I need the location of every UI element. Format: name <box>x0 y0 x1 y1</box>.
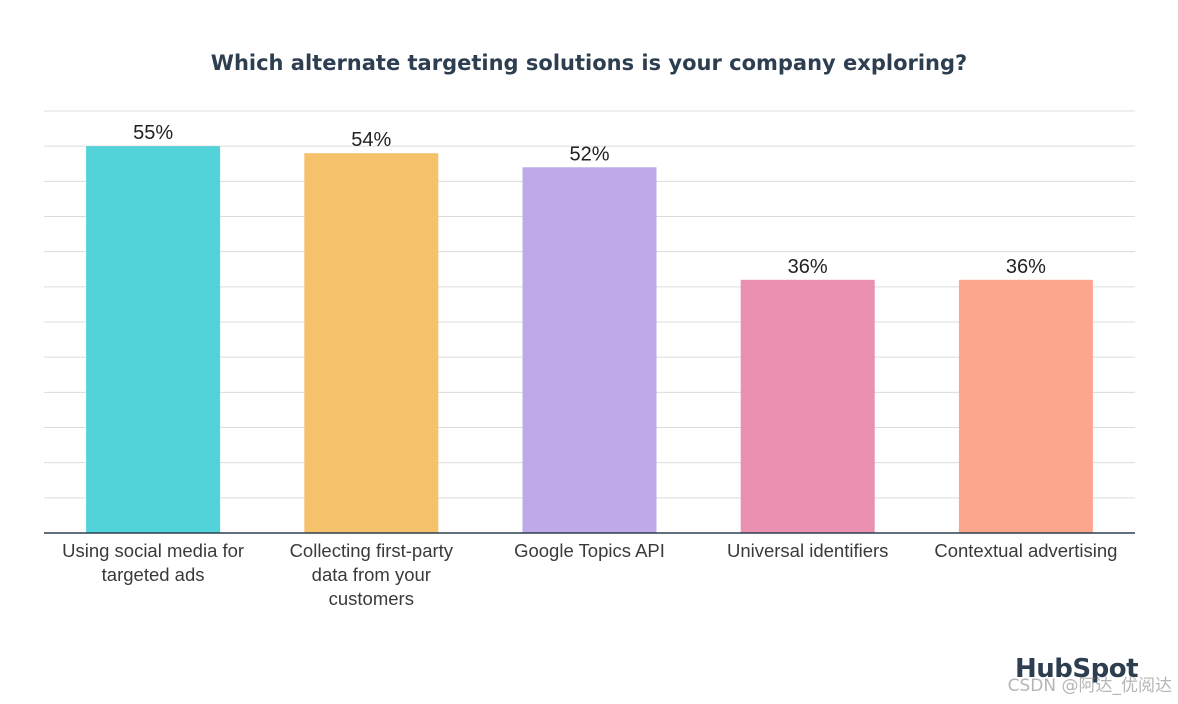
data-label-4: 36% <box>788 256 828 278</box>
category-labels: Using social media for targeted ads Collec… <box>62 540 1117 609</box>
bar-2 <box>304 153 439 533</box>
bars <box>86 146 1093 533</box>
bar-5 <box>958 279 1093 533</box>
category-label-2: Collecting first-party <box>290 540 454 561</box>
bar-3 <box>522 167 657 533</box>
category-label-1: Using social media for <box>62 540 244 561</box>
watermark: CSDN @阿达_优阅达 <box>1007 676 1172 696</box>
category-label-2: data from your <box>312 564 431 585</box>
data-label-5: 36% <box>1006 256 1046 278</box>
hubspot-logo-text: HubSpot <box>1014 654 1139 684</box>
category-label-3: Google Topics API <box>514 540 665 561</box>
data-label-1: 55% <box>133 122 173 144</box>
bar-1 <box>86 146 221 533</box>
chart-title: Which alternate targeting solutions is y… <box>211 51 967 75</box>
category-label-4: Universal identifiers <box>727 540 888 561</box>
category-label-5: Contextual advertising <box>934 540 1117 561</box>
hubspot-logo: HubSpot <box>1014 654 1139 684</box>
data-labels: 55% 54% 52% 36% 36% <box>133 122 1046 278</box>
category-label-1: targeted ads <box>102 564 205 585</box>
bar-4 <box>740 279 875 533</box>
category-label-2: customers <box>329 588 414 609</box>
data-label-2: 54% <box>351 129 391 151</box>
data-label-3: 52% <box>569 143 609 165</box>
